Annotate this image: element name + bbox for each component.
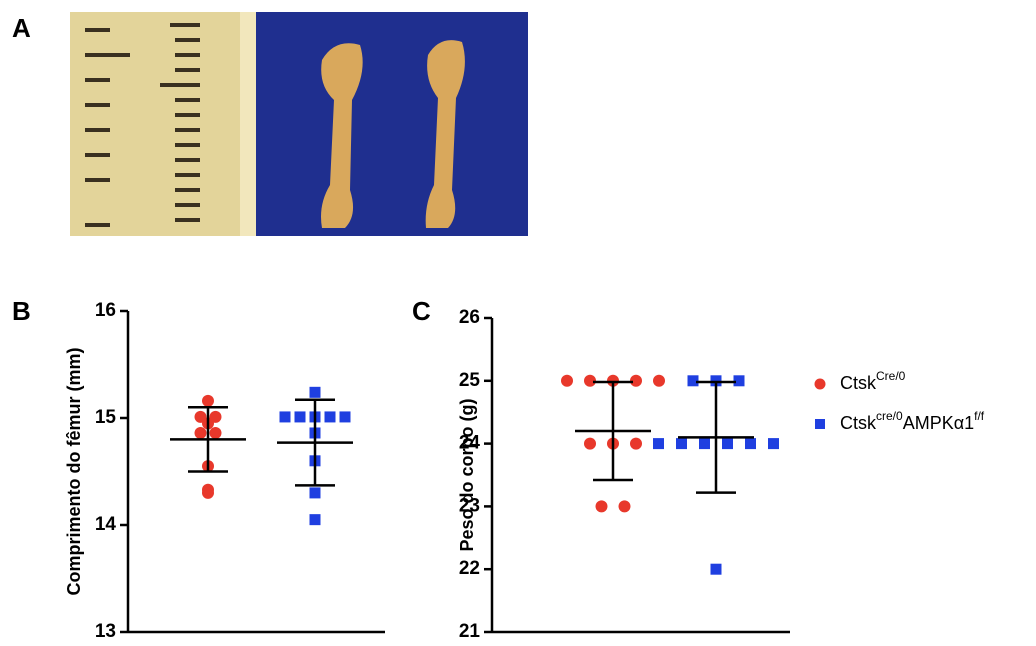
legend-text: Cre/0 (876, 369, 906, 383)
point (584, 374, 596, 387)
point (309, 487, 321, 499)
point (687, 375, 699, 387)
legend-marker (815, 419, 825, 429)
panel-label: B (12, 296, 31, 326)
panel-label: C (412, 296, 431, 326)
y-axis-label: Comprimento do fêmur (mm) (64, 347, 84, 595)
point (653, 374, 665, 387)
point (279, 411, 291, 423)
point (595, 500, 608, 513)
y-tick-label: 26 (459, 307, 480, 328)
y-tick-label: 16 (95, 300, 116, 321)
point (309, 514, 321, 526)
point (309, 386, 321, 398)
legend-text: Ctsk (840, 373, 877, 393)
y-tick-label: 14 (95, 514, 117, 535)
legend-text: AMPKα1 (903, 413, 974, 433)
point (324, 411, 336, 423)
point (294, 411, 306, 423)
panel-label: A (12, 13, 31, 43)
y-tick-label: 23 (459, 495, 480, 516)
point (630, 437, 642, 450)
point (653, 438, 664, 450)
point (584, 437, 596, 450)
point (768, 438, 779, 450)
y-axis-label: Peso do corpo (g) (457, 398, 477, 551)
photo (70, 12, 528, 236)
point (607, 374, 619, 387)
y-tick-label: 24 (459, 433, 481, 454)
point (710, 375, 722, 387)
y-tick-label: 25 (459, 370, 481, 391)
legend-text: f/f (974, 409, 985, 423)
legend-text: Ctsk (840, 413, 877, 433)
point (202, 394, 214, 407)
legend-marker (814, 378, 826, 390)
point (194, 426, 207, 439)
point (733, 375, 745, 387)
point (618, 500, 631, 513)
legend-label: Ctskcre/0AMPKα1f/f (840, 409, 985, 433)
point (209, 426, 222, 439)
y-tick-label: 13 (95, 621, 116, 641)
point (710, 563, 722, 575)
point (561, 374, 573, 387)
point (194, 410, 207, 423)
point (630, 374, 642, 387)
point (209, 410, 222, 423)
point (676, 438, 687, 450)
y-tick-label: 15 (95, 407, 117, 428)
point (745, 438, 756, 450)
y-tick-label: 21 (459, 621, 481, 641)
point (699, 438, 710, 450)
point (202, 483, 214, 496)
y-tick-label: 22 (459, 558, 480, 579)
point (722, 438, 733, 450)
legend-label: CtskCre/0 (840, 369, 906, 393)
point (339, 411, 351, 423)
legend-text: cre/0 (876, 409, 903, 423)
